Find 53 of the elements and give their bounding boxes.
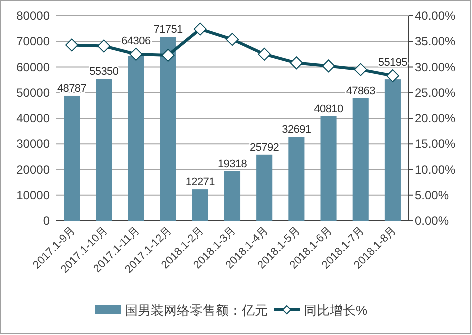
point <box>386 69 400 82</box>
bar <box>160 37 176 221</box>
bar <box>96 79 112 221</box>
point <box>258 48 272 61</box>
data-label: 19318 <box>218 158 248 170</box>
y-tick-label: 70000 <box>16 34 50 49</box>
point <box>130 48 143 61</box>
bar <box>384 80 401 221</box>
y-tick-label: 40000 <box>16 112 50 126</box>
y-tick-label: 60000 <box>16 60 50 74</box>
y-tick-label: 0 <box>43 214 50 228</box>
y-tick-label: 20000 <box>16 162 50 177</box>
point <box>322 60 336 73</box>
y2-tick-label: 15.00% <box>415 137 456 152</box>
data-label: 47863 <box>346 85 376 98</box>
data-label: 55195 <box>378 56 408 69</box>
y2-tick-label: 25.00% <box>415 86 456 100</box>
point <box>226 33 239 46</box>
point <box>162 48 175 62</box>
y2-tick-label: 30.00% <box>415 60 456 74</box>
y2-tick-label: 0.00% <box>415 214 450 228</box>
y-tick-label: 80000 <box>16 9 50 23</box>
point <box>354 63 368 76</box>
data-label: 71751 <box>154 24 184 36</box>
point <box>290 56 304 70</box>
y2-tick-label: 10.00% <box>415 162 456 177</box>
data-label: 64306 <box>122 35 151 48</box>
data-label: 32691 <box>282 124 312 136</box>
bar <box>352 98 369 221</box>
data-label: 55350 <box>90 66 119 78</box>
bar <box>320 116 337 221</box>
bar <box>192 190 208 221</box>
data-label: 12271 <box>186 176 216 189</box>
bar <box>128 56 144 221</box>
point <box>194 22 207 36</box>
point <box>66 38 79 52</box>
bar <box>224 172 241 221</box>
legend-label: 国男装网络零售额：亿元 <box>125 303 268 318</box>
bar <box>64 96 80 221</box>
data-label: 40810 <box>314 103 344 116</box>
y-tick-label: 10000 <box>16 188 50 202</box>
data-label: 25792 <box>250 142 280 154</box>
bar <box>256 154 273 221</box>
point <box>98 40 111 53</box>
legend-label: 同比增长% <box>304 303 368 318</box>
y2-tick-label: 5.00% <box>415 188 450 202</box>
y2-tick-label: 20.00% <box>415 112 456 126</box>
y2-tick-label: 40.00% <box>415 9 456 23</box>
data-label: 48787 <box>58 82 87 95</box>
y-tick-label: 50000 <box>16 86 50 100</box>
bar <box>288 137 305 221</box>
y-tick-label: 30000 <box>16 137 50 152</box>
y2-tick-label: 35.00% <box>415 34 456 49</box>
